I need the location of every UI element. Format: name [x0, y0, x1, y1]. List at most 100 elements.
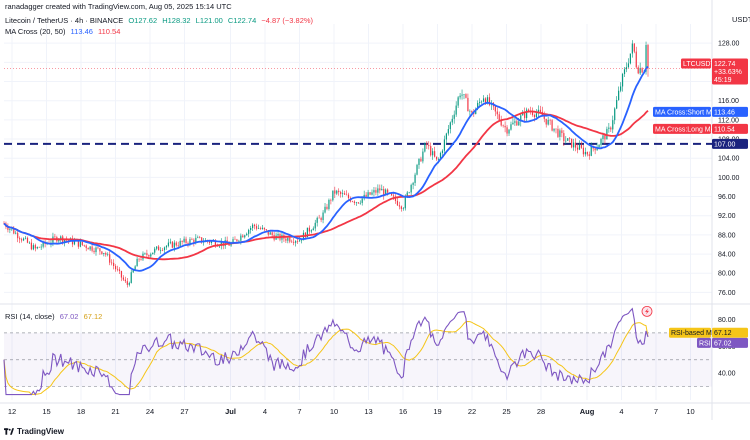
- candle-body: [404, 196, 406, 209]
- candle-body: [185, 238, 187, 243]
- candle-body: [410, 184, 412, 193]
- candle-body: [627, 63, 630, 68]
- candle-body: [267, 230, 269, 235]
- rsi-ma-tag-text: RSI-based MA: [671, 330, 717, 337]
- candle-body: [400, 206, 402, 209]
- candle-body: [138, 258, 140, 260]
- candle-body: [118, 269, 121, 271]
- candle-body: [232, 239, 234, 244]
- candle-body: [15, 232, 17, 234]
- candle-body: [578, 144, 581, 150]
- candle-body: [81, 241, 83, 245]
- x-tick-label: 13: [364, 407, 372, 416]
- candle-body: [308, 227, 310, 232]
- ma-short-legend-value: 113.46: [70, 27, 93, 36]
- candle-body: [618, 90, 620, 101]
- ma-indicator-name: MA Cross (20, 50): [5, 27, 66, 36]
- rsi-value-tag-text: 67.02: [714, 340, 732, 347]
- candle-body: [246, 233, 248, 236]
- candle-body: [565, 140, 567, 142]
- candle-body: [449, 122, 451, 130]
- rsi-legend[interactable]: RSI (14, close) 67.02 67.12: [5, 312, 105, 321]
- candle-body: [482, 98, 485, 102]
- candle-body: [248, 229, 250, 234]
- ltc-price-tag-text: 122.74: [714, 61, 736, 68]
- symbol-line: Litecoin / TetherUS · 4h · BINANCE O127.…: [5, 16, 316, 25]
- candle-body: [459, 95, 461, 98]
- x-tick-label: 4: [263, 407, 267, 416]
- candle-body: [255, 226, 258, 229]
- tradingview-logo[interactable]: TradingView: [4, 427, 64, 436]
- candle-body: [116, 269, 119, 270]
- rsi-ma-tag: RSI-based MA: [669, 327, 717, 338]
- candle-body: [128, 282, 130, 285]
- ma-short-tag-bg: [653, 106, 711, 117]
- candle-body: [631, 43, 633, 54]
- candle-body: [408, 192, 410, 194]
- candle-body: [373, 190, 375, 193]
- candle-body: [369, 192, 371, 195]
- candlesticks: [3, 40, 649, 288]
- candle-body: [633, 43, 635, 52]
- candle-body: [293, 241, 295, 243]
- candle-body: [621, 74, 624, 87]
- moving-averages: [3, 65, 649, 272]
- candle-body: [159, 250, 162, 251]
- rsi-ma-value-tag-bg: [712, 327, 748, 338]
- candle-body: [77, 240, 79, 247]
- candle-body: [571, 138, 573, 148]
- candle-body: [201, 237, 203, 243]
- candle-body: [169, 241, 171, 243]
- price-tick-label: 104.00: [718, 156, 740, 163]
- candle-body: [457, 97, 459, 106]
- candle-body: [93, 250, 95, 253]
- candle-body: [553, 128, 555, 131]
- candle-body: [561, 130, 563, 134]
- ltc-price-tag-text: +33.63%: [714, 69, 742, 76]
- open-value: O127.62: [128, 16, 158, 25]
- price-tick-label: 80.00: [718, 271, 736, 278]
- candle-body: [484, 98, 487, 104]
- candle-body: [300, 240, 303, 241]
- rsi-indicator-name: RSI (14, close): [5, 312, 55, 321]
- candle-body: [111, 262, 113, 264]
- candle-body: [89, 246, 91, 250]
- candle-body: [234, 239, 236, 240]
- candle-body: [549, 120, 551, 121]
- candle-body: [539, 109, 541, 112]
- price-tick-label: 116.00: [718, 98, 739, 105]
- candle-body: [520, 115, 522, 122]
- candle-body: [87, 248, 89, 250]
- x-tick-label: 25: [502, 407, 510, 416]
- x-tick-label: Jul: [225, 407, 236, 416]
- candle-body: [569, 138, 571, 139]
- candle-body: [54, 236, 56, 238]
- price-tick-label: 84.00: [718, 252, 736, 259]
- high-value: H128.32: [162, 16, 191, 25]
- candle-body: [177, 245, 179, 247]
- candle-body: [312, 228, 314, 231]
- candle-body: [463, 94, 465, 95]
- candle-body: [533, 114, 536, 117]
- candle-body: [32, 245, 34, 250]
- candle-body: [99, 248, 101, 252]
- candle-body: [330, 199, 332, 201]
- candle-body: [453, 114, 455, 119]
- ma-legend[interactable]: MA Cross (20, 50) 113.46 110.54: [5, 27, 123, 36]
- symbol-title[interactable]: Litecoin / TetherUS · 4h · BINANCE: [5, 16, 124, 25]
- candle-body: [103, 253, 105, 254]
- ltc-price-tag-text: 45:19: [714, 77, 732, 84]
- candle-body: [113, 262, 115, 266]
- candle-body: [64, 239, 66, 243]
- candle-body: [105, 253, 107, 255]
- candle-body: [109, 254, 111, 263]
- candle-body: [383, 188, 385, 196]
- candle-body: [218, 245, 220, 247]
- candle-body: [361, 198, 363, 203]
- ma-short-tag-text: MA Cross:Short MA: [655, 109, 717, 116]
- candle-body: [639, 68, 641, 74]
- candle-body: [535, 113, 538, 117]
- candle-body: [420, 158, 422, 162]
- candle-body: [238, 240, 240, 242]
